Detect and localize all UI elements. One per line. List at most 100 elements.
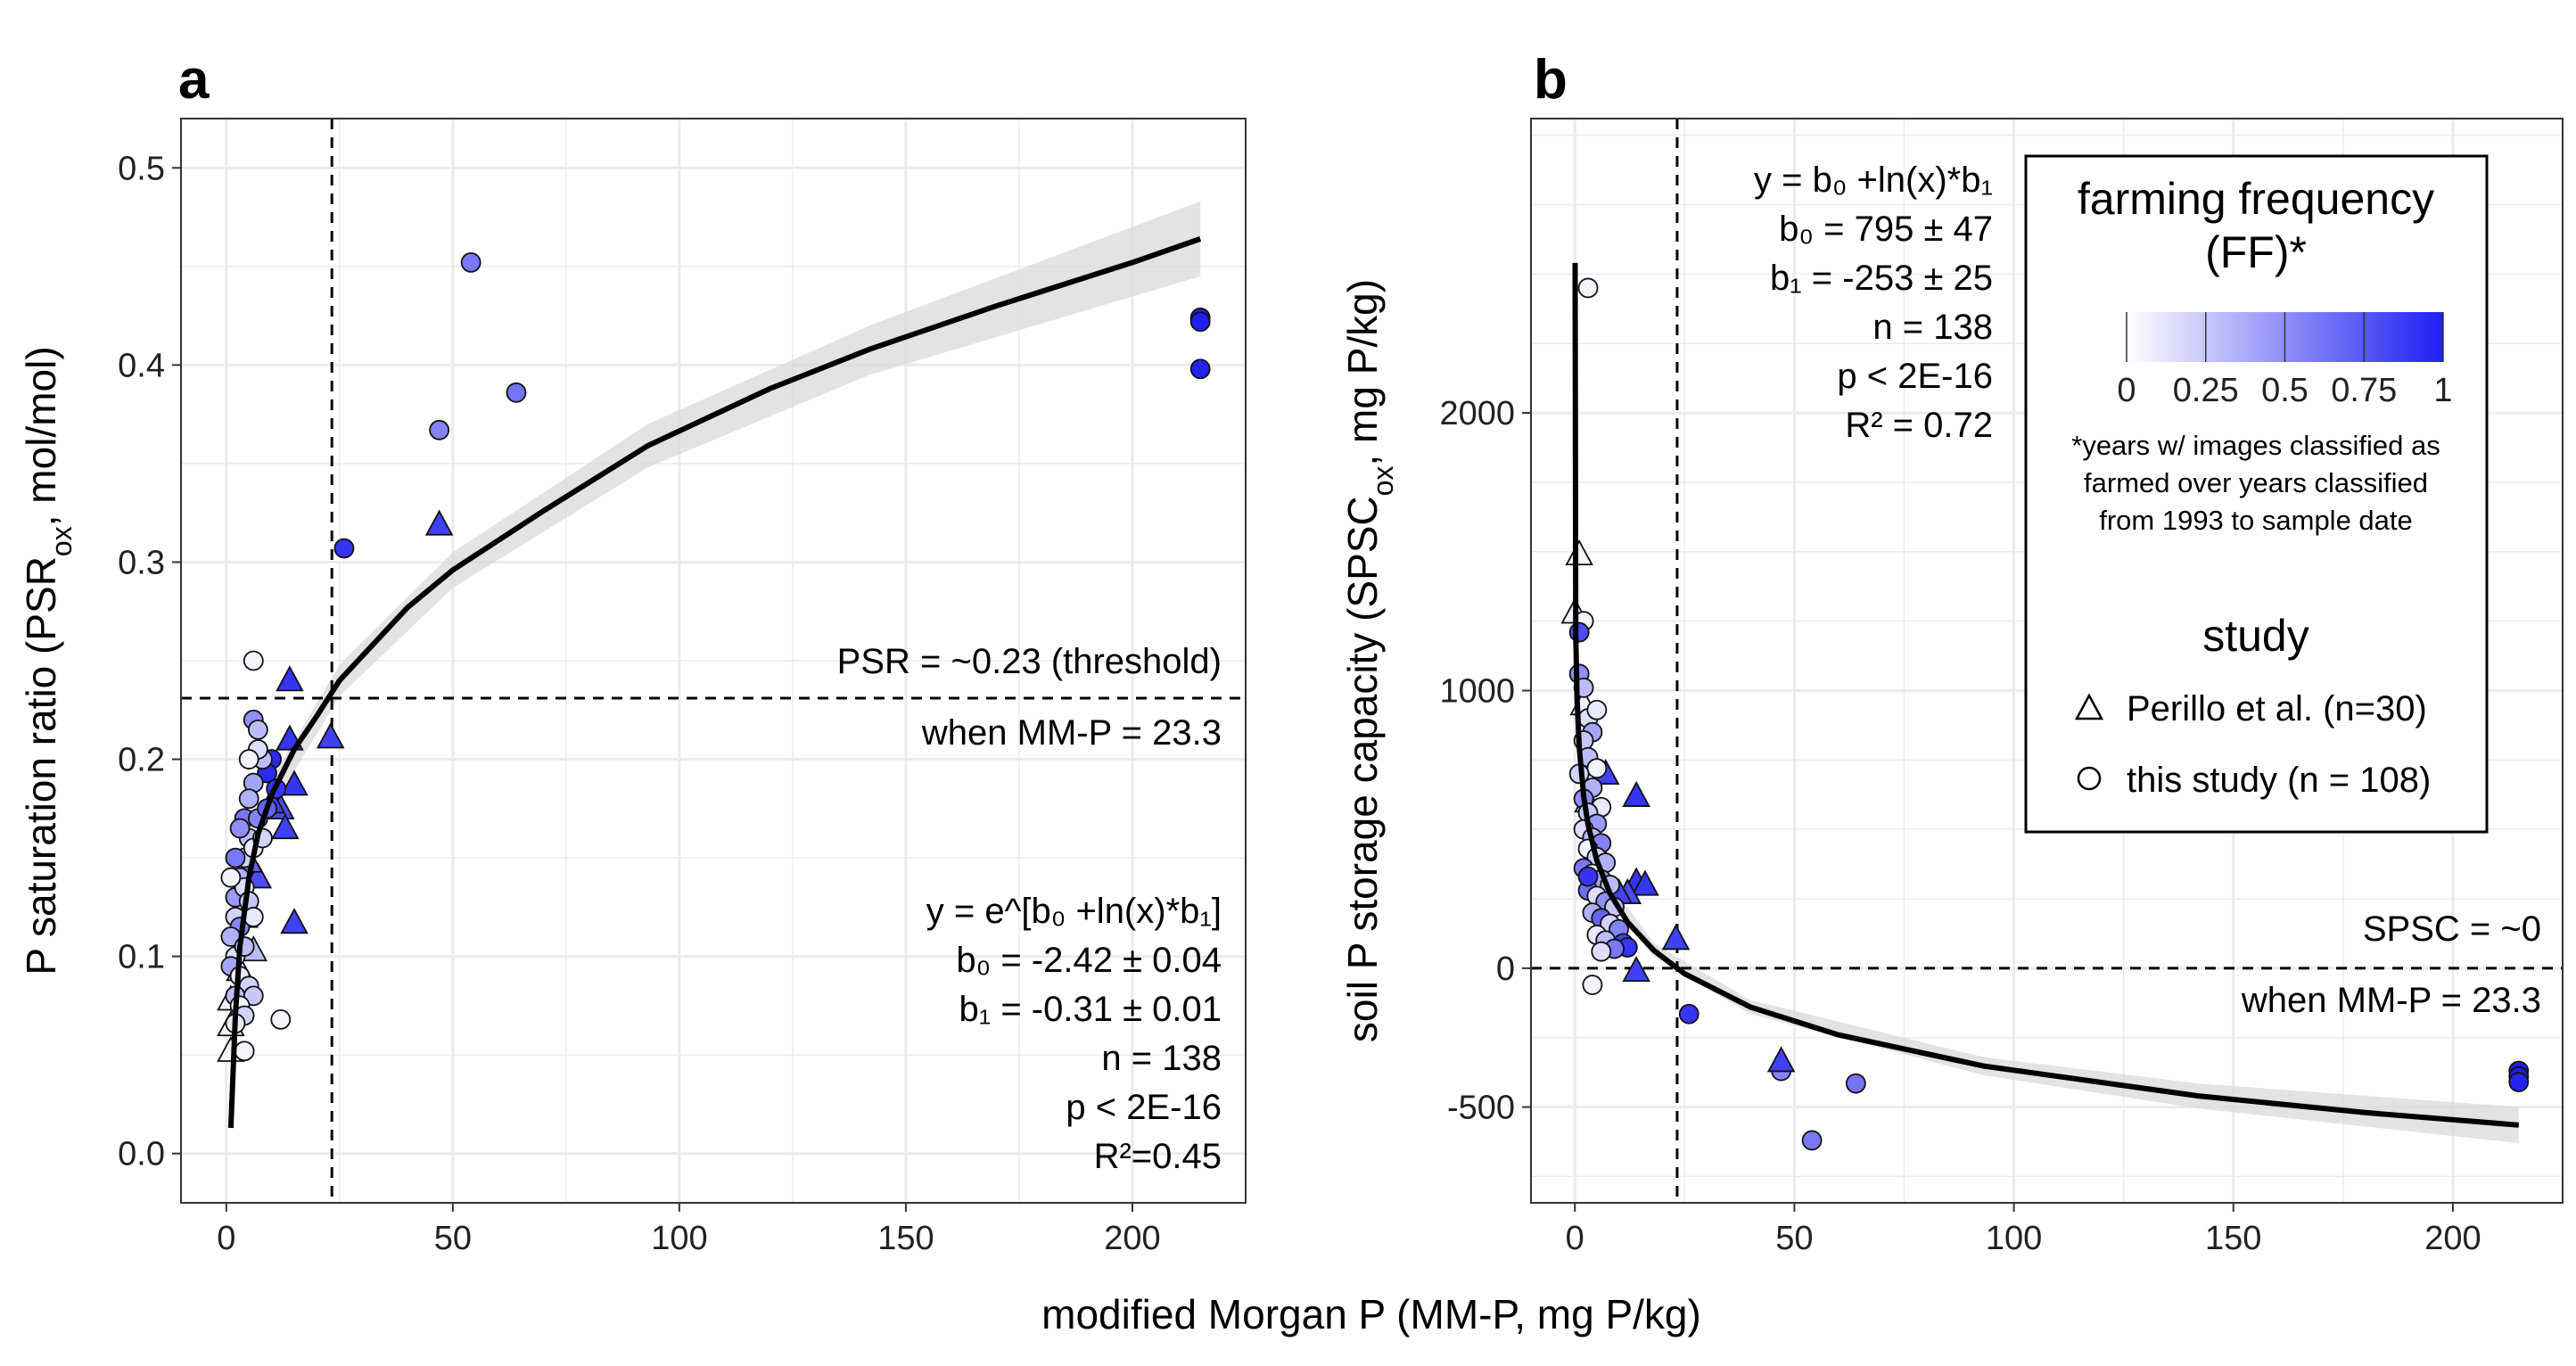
data-point-triangle — [1622, 780, 1650, 807]
data-point-circle — [1586, 758, 1608, 779]
fit-curve-line — [227, 236, 1202, 1129]
data-point-circle — [1568, 621, 1590, 643]
y-tick-label: 0.2 — [118, 742, 165, 779]
panel-b-reference-lines — [1531, 119, 2563, 1203]
panel-a-threshold-label: PSR = ~0.23 (threshold) — [837, 642, 1222, 681]
y-tick-label: 0.5 — [118, 150, 165, 187]
x-tick-label: 50 — [434, 1220, 472, 1257]
data-point-circle — [1577, 866, 1599, 887]
data-point-circle — [1582, 975, 1603, 995]
panel-a-y-axis-title: P saturation ratio (PSRox, mol/mol) — [18, 346, 78, 975]
panel-b-n: n = 138 — [1872, 308, 1993, 347]
panel-a-reference-lines — [181, 119, 1246, 1203]
data-point-circle — [270, 1008, 292, 1030]
shared-x-axis-title: modified Morgan P (MM-P, mg P/kg) — [1041, 1291, 1701, 1337]
data-point-triangle — [316, 722, 345, 749]
confidence-band-area — [1579, 726, 2519, 1144]
data-point-circle — [1591, 941, 1612, 962]
panel-a: 0 50 100 150 200 0.0 0.1 0.2 0.3 0.4 0.5 a PSR = ~… — [18, 49, 1247, 1257]
x-tick-label: 150 — [2205, 1220, 2261, 1257]
data-point-circle — [1801, 1130, 1823, 1151]
y-tick-label: -500 — [1447, 1090, 1515, 1127]
legend-ff-note-2: farmed over years classified — [2084, 467, 2428, 498]
legend-triangle-icon — [2074, 693, 2104, 720]
data-point-circle — [1678, 1003, 1700, 1024]
data-point-circle — [225, 847, 246, 868]
confidence-band-area — [235, 201, 1201, 1036]
y-tick-label: 0.1 — [118, 939, 165, 976]
panel-b-ticks: 0 50 100 150 200 -500 0 1000 2000 — [1439, 395, 2481, 1257]
panel-b-letter: b — [1534, 49, 1568, 111]
x-tick-label: 200 — [1104, 1220, 1160, 1257]
panel-b-y-axis-title: soil P storage capacity (SPSCox, mg P/kg… — [1339, 279, 1399, 1042]
panel-b-equation: y = b₀ +ln(x)*b₁ — [1754, 160, 1993, 200]
data-point-circle — [243, 985, 264, 1007]
panel-b-r2: R² = 0.72 — [1845, 406, 1993, 445]
data-point-triangle — [1631, 869, 1659, 896]
panel-a-fit-curve — [227, 236, 1202, 1129]
data-point-triangle — [1565, 539, 1593, 566]
data-point-triangle — [1661, 924, 1691, 950]
data-point-circle — [220, 867, 242, 888]
legend-ff-note-1: *years w/ images classified as — [2071, 430, 2440, 461]
panel-b-p: p < 2E-16 — [1837, 357, 1993, 396]
colorbar-tick-label: 0 — [2117, 372, 2136, 409]
data-point-circle — [1845, 1073, 1866, 1094]
legend-ff-note-3: from 1993 to sample date — [2099, 505, 2413, 536]
legend-study-this: this study (n = 108) — [2127, 761, 2431, 800]
data-point-circle — [1586, 699, 1608, 720]
colorbar-tick-label: 0.25 — [2173, 372, 2239, 409]
data-point-circle — [243, 650, 264, 671]
fit-curve-line — [1572, 262, 2520, 1128]
data-point-circle — [460, 251, 481, 273]
data-point-circle — [333, 538, 355, 559]
data-point-triangle — [280, 908, 309, 934]
panel-b-threshold-mmp-label: when MM-P = 23.3 — [2241, 981, 2541, 1020]
x-tick-label: 100 — [651, 1220, 707, 1257]
data-point-circle — [238, 749, 259, 769]
x-tick-label: 100 — [1986, 1220, 2042, 1257]
data-point-triangle — [276, 665, 304, 692]
y-tick-label: 0.0 — [118, 1136, 165, 1173]
data-point-triangle — [424, 509, 454, 536]
y-tick-label: 2000 — [1439, 395, 1515, 432]
x-tick-label: 150 — [877, 1220, 934, 1257]
data-point-circle — [238, 788, 259, 810]
x-tick-label: 0 — [1566, 1220, 1584, 1257]
y-tick-label: 1000 — [1439, 672, 1515, 710]
y-tick-label: 0.4 — [118, 347, 165, 384]
data-point-triangle — [280, 769, 309, 796]
data-point-circle — [429, 419, 450, 440]
data-point-circle — [2508, 1072, 2530, 1092]
legend-study-title: study — [2202, 611, 2309, 661]
panel-b-border — [1530, 118, 2564, 1204]
panel-a-letter: a — [178, 49, 210, 111]
data-point-circle — [229, 818, 251, 839]
panel-b-b1: b₁ = -253 ± 25 — [1770, 259, 1993, 298]
panel-a-n: n = 138 — [1101, 1039, 1222, 1078]
panel-a-confidence-band — [235, 201, 1201, 1036]
panel-a-threshold-mmp-label: when MM-P = 23.3 — [921, 713, 1222, 753]
legend-ff-colorbar-ticks: 0 0.25 0.5 0.75 1 — [2117, 312, 2453, 409]
x-tick-label: 200 — [2424, 1220, 2481, 1257]
y-tick-label: 0.3 — [118, 544, 165, 581]
panel-a-ticks: 0 50 100 150 200 0.0 0.1 0.2 0.3 0.4 0.5 — [118, 150, 1161, 1257]
colorbar-tick-label: 0.5 — [2261, 372, 2309, 409]
data-point-circle — [506, 382, 527, 403]
legend-circle-icon — [2077, 766, 2102, 791]
panel-b-fit-curve — [1572, 262, 2520, 1128]
y-tick-label: 0 — [1496, 950, 1515, 988]
x-tick-label: 0 — [217, 1220, 235, 1257]
panel-a-r2: R²=0.45 — [1094, 1137, 1222, 1176]
panel-a-border — [180, 118, 1247, 1204]
legend: farming frequency (FF)* 0 0.25 0.5 0.75 1 *y… — [2024, 154, 2489, 834]
data-point-circle — [1577, 277, 1599, 299]
panel-b-threshold-label: SPSC = ~0 — [2363, 909, 2541, 949]
data-point-circle — [1189, 311, 1211, 333]
panel-a-b1: b₁ = -0.31 ± 0.01 — [959, 990, 1222, 1029]
colorbar-tick-label: 0.75 — [2331, 372, 2397, 409]
panel-a-b0: b₀ = -2.42 ± 0.04 — [956, 941, 1222, 980]
legend-study-perillo: Perillo et al. (n=30) — [2127, 689, 2427, 728]
legend-ff-title-1: farming frequency — [2078, 174, 2434, 224]
